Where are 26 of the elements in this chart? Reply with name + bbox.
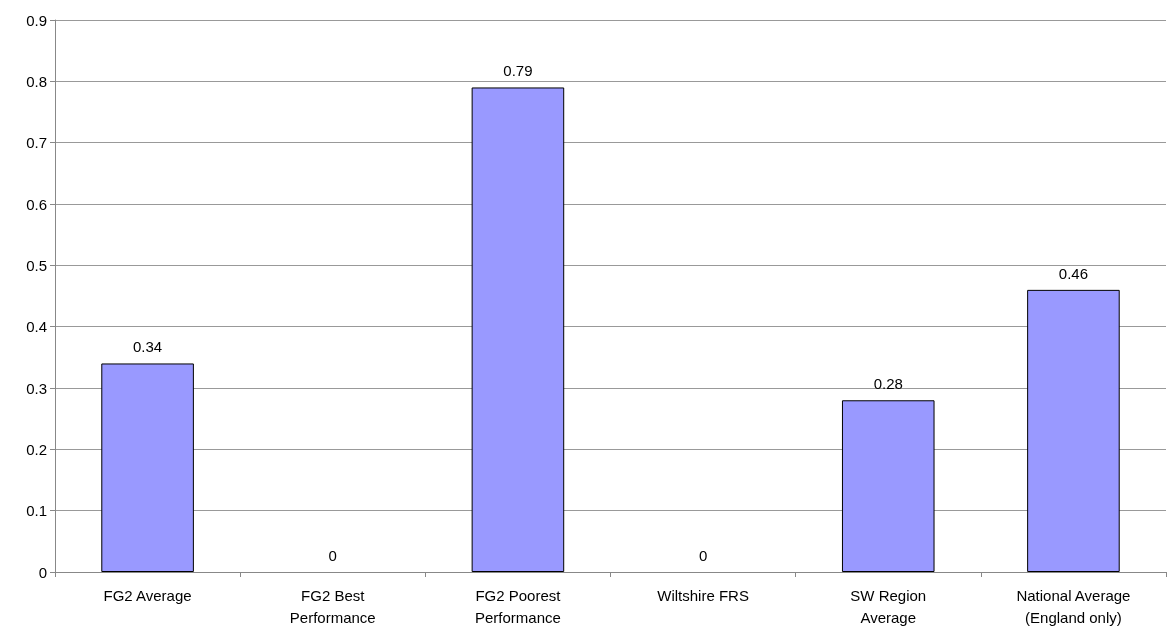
data-label: 0.28: [873, 375, 903, 393]
data-label: 0.34: [132, 338, 163, 356]
y-tick-label: 0.1: [26, 502, 47, 520]
x-tick-label: National Average (England only): [1016, 586, 1131, 626]
data-label: 0.46: [1058, 264, 1089, 282]
x-tick-label: SW Region Average: [850, 586, 927, 626]
y-tick-label: 0.4: [26, 318, 47, 336]
data-label: 0: [328, 547, 337, 564]
bar: [1027, 289, 1120, 572]
bar: [471, 87, 565, 572]
x-tick-label: Wiltshire FRS: [657, 586, 749, 604]
y-tick-label: 0.7: [26, 134, 47, 152]
y-tick-label: 0.5: [26, 256, 47, 274]
data-label: 0: [698, 547, 708, 564]
y-tick-label: 0.6: [26, 195, 47, 213]
bar: [101, 363, 194, 572]
y-tick-label: 0: [38, 563, 47, 581]
y-tick-label: 0.8: [26, 72, 47, 90]
y-tick-label: 0.2: [26, 440, 47, 458]
x-tick-label: FG2 Poorest Performance: [474, 586, 562, 626]
data-label: 0.79: [503, 62, 533, 80]
x-tick-label: FG2 Best Performance: [289, 586, 376, 626]
y-tick-label: 0.3: [26, 379, 47, 397]
y-tick-label: 0.9: [26, 11, 47, 29]
bar: [841, 400, 935, 572]
x-tick-label: FG2 Average: [103, 586, 192, 604]
